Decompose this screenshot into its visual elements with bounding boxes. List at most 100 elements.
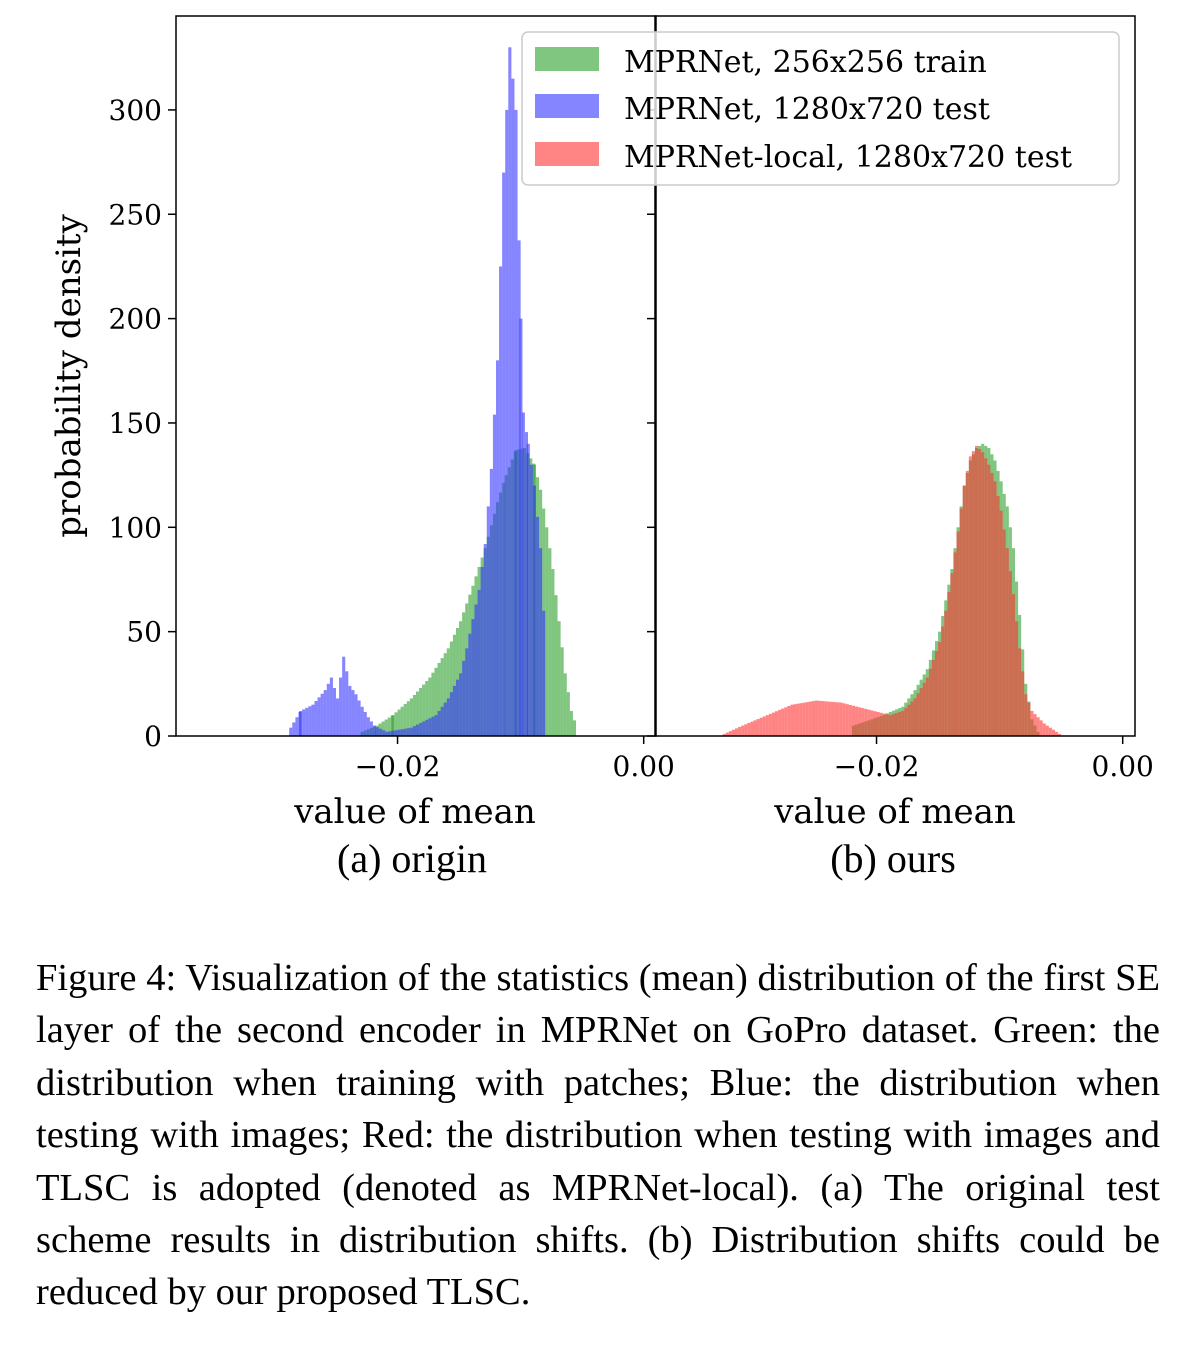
histogram-bar-mprnet-local-1280x720-test — [731, 729, 735, 736]
histogram-bar-mprnet-1280x720-test — [308, 706, 312, 736]
histogram-bar-mprnet-local-1280x720-test — [965, 470, 969, 736]
histogram-bar-mprnet-1280x720-test — [471, 619, 475, 736]
histogram-bar-mprnet-local-1280x720-test — [1018, 648, 1022, 736]
histogram-bar-mprnet-1280x720-test — [403, 728, 407, 736]
histogram-bar-mprnet-1280x720-test — [302, 709, 306, 736]
histogram-bar-mprnet-local-1280x720-test — [928, 668, 932, 736]
histogram-bar-mprnet-1280x720-test — [529, 464, 533, 736]
panel-origin-frame — [175, 15, 657, 737]
histogram-bar-mprnet-local-1280x720-test — [888, 715, 892, 736]
y-tick-label: 300 — [109, 94, 162, 127]
panel-ours-ticks: −0.02 0.00 — [647, 109, 1154, 783]
histogram-bar-mprnet-1280x720-test — [391, 730, 395, 736]
histogram-bar-mprnet-local-1280x720-test — [1008, 571, 1012, 736]
histogram-bar-mprnet-1280x720-test — [489, 468, 493, 736]
histogram-bar-mprnet-256x256-train — [449, 641, 453, 736]
histogram-bar-mprnet-256x256-train — [551, 569, 555, 736]
histogram-bar-mprnet-local-1280x720-test — [990, 473, 994, 736]
histogram-bar-mprnet-1280x720-test — [511, 78, 515, 737]
histogram-bar-mprnet-1280x720-test — [400, 729, 404, 736]
legend-label-local: MPRNet-local, 1280x720 test — [624, 140, 1072, 175]
histogram-bar-mprnet-1280x720-test — [526, 443, 530, 736]
histogram-bar-mprnet-local-1280x720-test — [738, 726, 742, 736]
histogram-bar-mprnet-local-1280x720-test — [916, 693, 920, 736]
histogram-bar-mprnet-local-1280x720-test — [1033, 714, 1037, 736]
histogram-bar-mprnet-1280x720-test — [345, 671, 349, 736]
histogram-bar-mprnet-1280x720-test — [419, 722, 423, 736]
histogram-bar-mprnet-256x256-train — [452, 634, 456, 736]
histogram-bar-mprnet-local-1280x720-test — [1027, 702, 1031, 736]
histogram-bar-mprnet-256x256-train — [554, 595, 558, 736]
histogram-bar-mprnet-1280x720-test — [468, 633, 472, 736]
histogram-bar-mprnet-local-1280x720-test — [851, 705, 855, 736]
histogram-bar-mprnet-1280x720-test — [336, 698, 340, 736]
y-tick-label: 50 — [126, 616, 162, 649]
histogram-bar-mprnet-local-1280x720-test — [765, 715, 769, 736]
histogram-bar-mprnet-local-1280x720-test — [762, 716, 766, 736]
histogram-bar-mprnet-local-1280x720-test — [744, 724, 748, 736]
histogram-bar-mprnet-local-1280x720-test — [830, 701, 834, 736]
histogram-bar-mprnet-local-1280x720-test — [919, 688, 923, 736]
histogram-bar-mprnet-1280x720-test — [465, 648, 469, 736]
histogram-bar-mprnet-1280x720-test — [517, 240, 521, 736]
histogram-bar-mprnet-256x256-train — [545, 527, 549, 736]
legend-swatch-local — [535, 142, 599, 166]
histogram-bar-mprnet-256x256-train — [440, 658, 444, 736]
histogram-bar-mprnet-local-1280x720-test — [802, 702, 806, 736]
histogram-bar-mprnet-local-1280x720-test — [1015, 621, 1019, 736]
histogram-bar-mprnet-1280x720-test — [406, 728, 410, 736]
histogram-bar-mprnet-1280x720-test — [459, 673, 463, 736]
histogram-bar-mprnet-local-1280x720-test — [790, 704, 794, 736]
histogram-bar-mprnet-local-1280x720-test — [1021, 671, 1025, 736]
panel-origin-bars — [289, 47, 576, 737]
histogram-bar-mprnet-256x256-train — [548, 548, 552, 736]
histogram-bar-mprnet-1280x720-test — [514, 109, 518, 736]
histogram-bar-mprnet-256x256-train — [412, 694, 416, 736]
histogram-bar-mprnet-local-1280x720-test — [858, 707, 862, 736]
histogram-bar-mprnet-1280x720-test — [446, 698, 450, 736]
histogram-bar-mprnet-256x256-train — [569, 710, 573, 736]
histogram-bar-mprnet-local-1280x720-test — [931, 659, 935, 736]
histogram-bar-mprnet-1280x720-test — [431, 716, 435, 736]
histogram-bar-mprnet-1280x720-test — [492, 414, 496, 736]
histogram-bar-mprnet-256x256-train — [557, 621, 561, 736]
histogram-bar-mprnet-local-1280x720-test — [725, 732, 729, 736]
histogram-bar-mprnet-local-1280x720-test — [833, 702, 837, 736]
histogram-bar-mprnet-1280x720-test — [357, 700, 361, 736]
histogram-bar-mprnet-1280x720-test — [320, 693, 324, 736]
panel-ours-label: (b) ours — [830, 836, 956, 881]
histogram-bar-mprnet-local-1280x720-test — [864, 708, 868, 736]
histogram-bar-mprnet-1280x720-test — [524, 432, 528, 736]
histogram-bar-mprnet-1280x720-test — [434, 715, 438, 736]
histogram-bar-mprnet-local-1280x720-test — [987, 464, 991, 736]
histogram-bar-mprnet-local-1280x720-test — [1045, 725, 1049, 736]
histogram-bar-mprnet-local-1280x720-test — [839, 702, 843, 736]
histogram-bar-mprnet-local-1280x720-test — [775, 711, 779, 736]
histogram-bar-mprnet-1280x720-test — [425, 719, 429, 736]
histogram-bar-mprnet-local-1280x720-test — [959, 508, 963, 736]
legend-label-train: MPRNet, 256x256 train — [624, 45, 987, 80]
histogram-bar-mprnet-local-1280x720-test — [848, 704, 852, 736]
histogram-bar-mprnet-local-1280x720-test — [815, 700, 819, 736]
histogram-bar-mprnet-local-1280x720-test — [895, 713, 899, 736]
panel-ours: −0.02 0.00 value of mean (b) ours — [647, 15, 1154, 881]
histogram-bar-mprnet-1280x720-test — [422, 721, 426, 736]
histogram-bar-mprnet-local-1280x720-test — [735, 728, 739, 736]
y-tick-label: 150 — [109, 407, 162, 440]
histogram-bar-mprnet-1280x720-test — [477, 589, 481, 736]
histogram-figure: −0.02 0.00 0 50 100 150 200 250 300 value of mea… — [49, 15, 1154, 881]
histogram-bar-mprnet-1280x720-test — [394, 730, 398, 736]
x-tick-label: −0.02 — [355, 750, 441, 783]
histogram-bar-mprnet-256x256-train — [394, 712, 398, 736]
histogram-bar-mprnet-1280x720-test — [437, 710, 441, 736]
histogram-bar-mprnet-local-1280x720-test — [811, 701, 815, 736]
legend-swatch-test — [535, 94, 599, 118]
histogram-bar-mprnet-1280x720-test — [542, 610, 546, 736]
histogram-bar-mprnet-1280x720-test — [462, 660, 466, 736]
histogram-bar-mprnet-local-1280x720-test — [981, 452, 985, 736]
histogram-bar-mprnet-256x256-train — [406, 701, 410, 736]
histogram-bar-mprnet-1280x720-test — [326, 683, 330, 736]
histogram-bar-mprnet-local-1280x720-test — [821, 701, 825, 736]
histogram-bar-mprnet-1280x720-test — [372, 725, 376, 736]
histogram-bar-mprnet-local-1280x720-test — [793, 704, 797, 736]
